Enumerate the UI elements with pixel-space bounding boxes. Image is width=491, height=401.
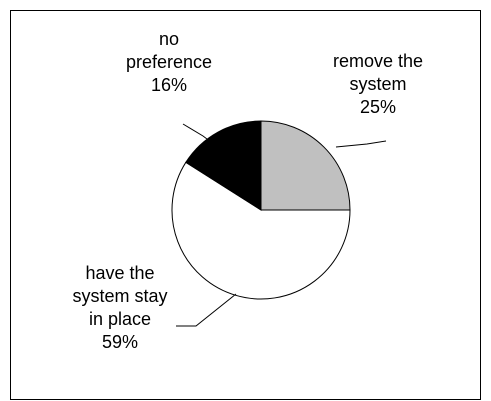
slice-label-line: system stay [72, 286, 167, 306]
slice-value-label: 16% [151, 75, 187, 95]
slice-label-line: have the [85, 263, 154, 283]
pie-slice-2 [185, 120, 262, 211]
slice-label-line: no [159, 29, 179, 49]
slice-label-0: remove the system 25% [333, 51, 423, 117]
leader-line-0 [335, 140, 387, 148]
leader-lines [176, 123, 387, 327]
slice-label-1: have the system stay in place 59% [72, 263, 167, 352]
slice-label-line: remove the [333, 51, 423, 71]
slice-label-2: no preference 16% [126, 29, 212, 95]
slice-value-label: 59% [102, 332, 138, 352]
slice-value-label: 25% [360, 97, 396, 117]
pie-slice-0 [260, 120, 351, 211]
pie-slices [171, 120, 351, 300]
pie-slice-1 [171, 161, 351, 300]
slice-label-line: system [349, 74, 406, 94]
leader-line-1 [176, 293, 237, 327]
pie-chart: remove the system 25% have the system stay in… [72, 29, 423, 352]
leader-line-2 [182, 123, 220, 149]
slice-label-line: in place [89, 309, 151, 329]
slice-labels: remove the system 25% have the system stay in… [72, 29, 423, 352]
chart-frame: remove the system 25% have the system stay in… [10, 10, 481, 400]
slice-label-line: preference [126, 52, 212, 72]
